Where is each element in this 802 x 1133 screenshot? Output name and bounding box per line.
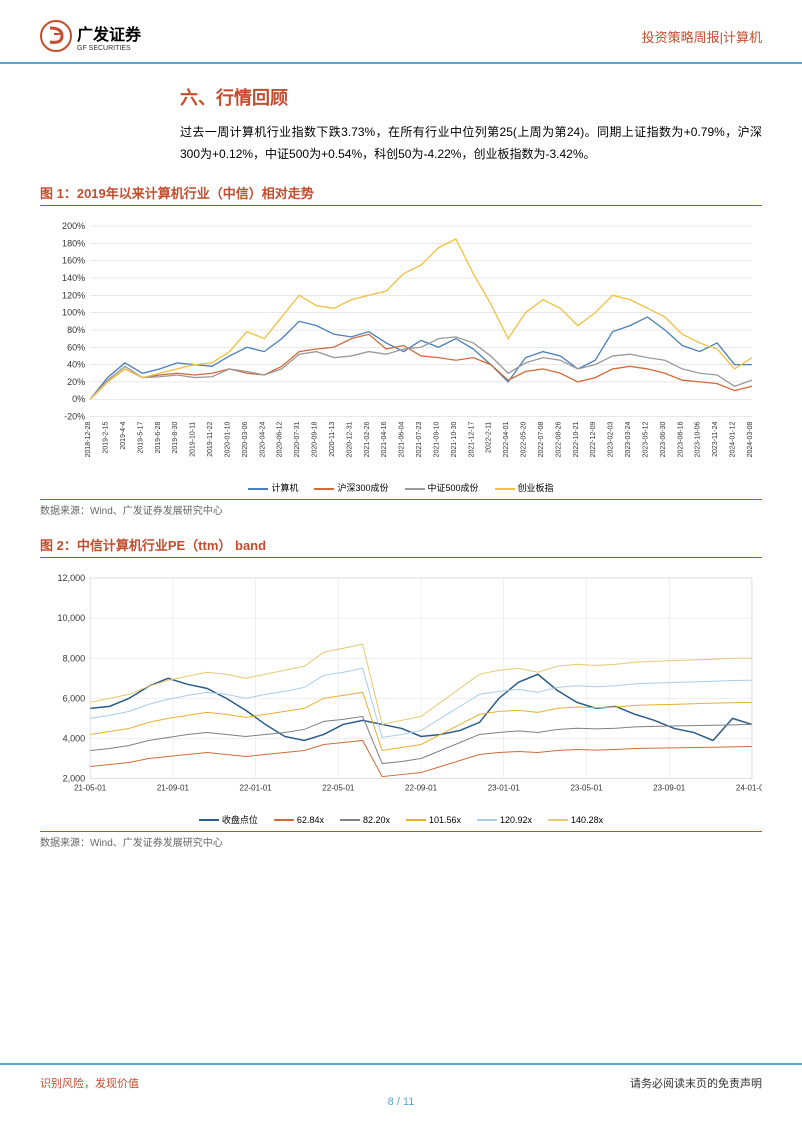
svg-text:140%: 140%: [62, 273, 85, 283]
svg-text:10,000: 10,000: [58, 613, 86, 623]
svg-text:2021-04-16: 2021-04-16: [381, 422, 388, 458]
svg-text:2023-06-30: 2023-06-30: [660, 422, 667, 458]
svg-text:2023-08-18: 2023-08-18: [677, 422, 684, 458]
svg-text:2020-12-31: 2020-12-31: [346, 422, 353, 458]
chart2: 2,000 4,000 6,000 8,000 10,000 12,000 21-05-01…: [40, 568, 762, 809]
svg-text:8,000: 8,000: [63, 653, 86, 663]
chart1-source: 数据来源：Wind、广发证券发展研究中心: [40, 499, 762, 517]
chart1: -20% 0% 20% 40% 60% 80% 100% 120% 140% 160% 180% 20…: [40, 216, 762, 477]
footer-left: 识别风险，发现价值: [40, 1075, 139, 1091]
svg-text:22-09-01: 22-09-01: [405, 784, 438, 793]
svg-text:180%: 180%: [62, 239, 85, 249]
svg-text:22-05-01: 22-05-01: [322, 784, 355, 793]
svg-text:2023-11-24: 2023-11-24: [712, 422, 719, 457]
svg-text:22-01-01: 22-01-01: [240, 784, 273, 793]
chart2-title: 图 2：中信计算机行业PE（ttm） band: [40, 535, 762, 558]
header: 广发证券 GF SECURITIES 投资策略周报|计算机: [0, 0, 802, 64]
body-paragraph: 过去一周计算机行业指数下跌3.73%，在所有行业中位列第25(上周为第24)。同…: [180, 122, 762, 165]
svg-text:2022-10-21: 2022-10-21: [573, 422, 580, 458]
svg-text:21-09-01: 21-09-01: [157, 784, 190, 793]
svg-text:21-05-01: 21-05-01: [74, 784, 107, 793]
svg-text:12,000: 12,000: [58, 573, 86, 583]
svg-text:-20%: -20%: [64, 412, 85, 422]
svg-text:2022-04-01: 2022-04-01: [503, 422, 510, 458]
svg-text:160%: 160%: [62, 256, 85, 266]
svg-text:2023-02-03: 2023-02-03: [608, 422, 615, 458]
header-category: 投资策略周报|计算机: [642, 27, 762, 46]
svg-text:2020-07-31: 2020-07-31: [294, 422, 301, 458]
svg-text:2021-10-30: 2021-10-30: [451, 422, 458, 458]
svg-text:2018-12-28: 2018-12-28: [85, 422, 92, 458]
chart2-container: 2,000 4,000 6,000 8,000 10,000 12,000 21-05-01…: [40, 568, 762, 826]
svg-text:80%: 80%: [67, 325, 85, 335]
svg-text:2022-05-20: 2022-05-20: [521, 422, 528, 458]
chart2-source: 数据来源：Wind、广发证券发展研究中心: [40, 831, 762, 849]
logo-en-text: GF SECURITIES: [77, 45, 141, 52]
svg-text:2019-6-28: 2019-6-28: [155, 422, 162, 454]
svg-text:2022-2-11: 2022-2-11: [486, 422, 493, 454]
chart1-legend: 计算机沪深300成份中证500成份创业板指: [40, 481, 762, 494]
svg-text:4,000: 4,000: [63, 733, 86, 743]
svg-text:2021-12-17: 2021-12-17: [468, 422, 475, 458]
svg-text:120%: 120%: [62, 291, 85, 301]
svg-text:2,000: 2,000: [63, 773, 86, 783]
logo-cn-text: 广发证券: [77, 21, 141, 45]
svg-text:2021-06-04: 2021-06-04: [399, 422, 406, 458]
svg-text:2023-05-12: 2023-05-12: [642, 422, 649, 458]
svg-text:2019-5-17: 2019-5-17: [137, 422, 144, 454]
footer: 识别风险，发现价值 请务必阅读末页的免责声明 8 / 11: [0, 1063, 802, 1133]
svg-text:2019-8-30: 2019-8-30: [172, 422, 179, 454]
svg-text:60%: 60%: [67, 342, 85, 352]
svg-text:0%: 0%: [72, 394, 85, 404]
svg-text:40%: 40%: [67, 360, 85, 370]
svg-text:23-05-01: 23-05-01: [570, 784, 603, 793]
svg-text:24-01-01: 24-01-01: [736, 784, 762, 793]
svg-text:2021-07-23: 2021-07-23: [416, 422, 423, 458]
svg-text:2019-11-22: 2019-11-22: [207, 422, 214, 457]
svg-text:2020-09-18: 2020-09-18: [312, 422, 319, 458]
svg-text:2020-04-24: 2020-04-24: [259, 422, 266, 458]
svg-text:2020-11-13: 2020-11-13: [329, 422, 336, 457]
svg-text:2024-01-12: 2024-01-12: [730, 422, 737, 458]
page-number: 8 / 11: [40, 1096, 762, 1108]
chart1-title: 图 1：2019年以来计算机行业（中信）相对走势: [40, 183, 762, 206]
svg-text:2020-06-12: 2020-06-12: [277, 422, 284, 458]
svg-text:2019-4-4: 2019-4-4: [120, 422, 127, 450]
svg-text:2020-03-06: 2020-03-06: [242, 422, 249, 458]
svg-text:2022-07-08: 2022-07-08: [538, 422, 545, 458]
chart1-container: -20% 0% 20% 40% 60% 80% 100% 120% 140% 160% 180% 20…: [40, 216, 762, 494]
svg-text:23-01-01: 23-01-01: [488, 784, 521, 793]
svg-text:2021-02-26: 2021-02-26: [364, 422, 371, 458]
svg-text:2019-2-15: 2019-2-15: [103, 422, 110, 454]
svg-text:23-09-01: 23-09-01: [653, 784, 686, 793]
footer-right: 请务必阅读末页的免责声明: [630, 1075, 762, 1091]
svg-text:2024-03-08: 2024-03-08: [747, 422, 754, 458]
svg-text:20%: 20%: [67, 377, 85, 387]
svg-text:6,000: 6,000: [63, 693, 86, 703]
chart2-legend: 收盘点位62.84x82.20x101.56x120.92x140.28x: [40, 813, 762, 826]
svg-text:2022-08-26: 2022-08-26: [555, 422, 562, 458]
logo: 广发证券 GF SECURITIES: [40, 20, 141, 52]
svg-text:2023-03-24: 2023-03-24: [625, 422, 632, 458]
svg-text:2023-10-06: 2023-10-06: [695, 422, 702, 458]
svg-text:2022-12-09: 2022-12-09: [590, 422, 597, 458]
svg-text:200%: 200%: [62, 221, 85, 231]
logo-icon: [40, 20, 72, 52]
svg-text:2019-10-11: 2019-10-11: [190, 422, 197, 457]
svg-text:2021-09-10: 2021-09-10: [433, 422, 440, 458]
svg-text:100%: 100%: [62, 308, 85, 318]
svg-text:2020-01-10: 2020-01-10: [224, 422, 231, 458]
section-title: 六、行情回顾: [180, 84, 802, 110]
